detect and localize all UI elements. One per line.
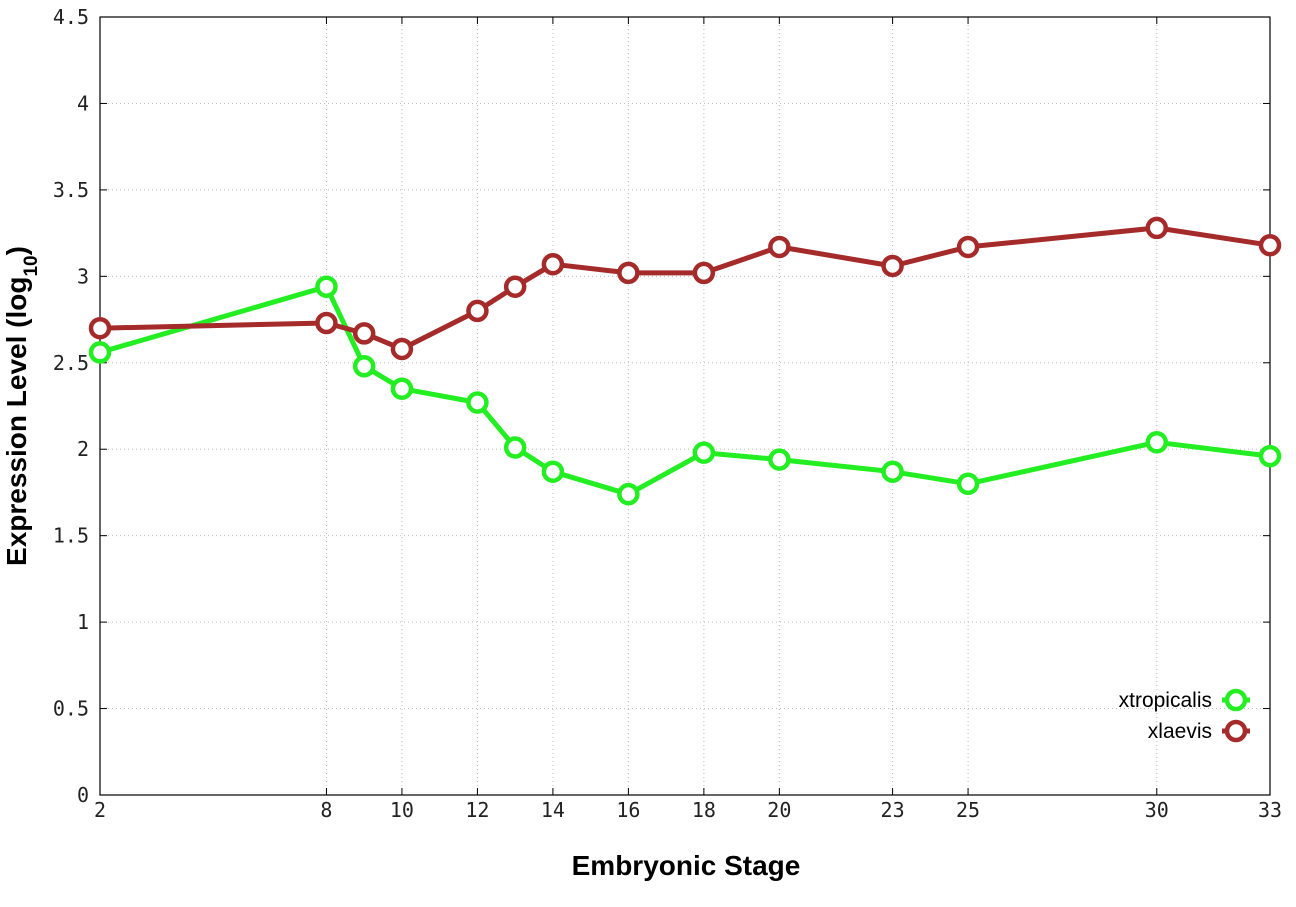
legend-item-xtropicalis: xtropicalis	[1119, 688, 1250, 712]
y-tick-label: 3.5	[53, 178, 89, 202]
legend-label: xtropicalis	[1119, 689, 1212, 712]
x-tick-label: 8	[320, 798, 332, 822]
data-point-xtropicalis	[768, 448, 791, 471]
data-point-xlaevis	[956, 235, 980, 259]
y-tick-label: 4.5	[53, 5, 89, 29]
data-point-xlaevis	[503, 275, 527, 298]
legend-swatch-marker	[1224, 719, 1248, 743]
y-tick-label: 0	[77, 783, 89, 807]
legend-item-xlaevis: xlaevis	[1148, 719, 1250, 743]
x-tick-label: 20	[767, 798, 791, 822]
axis-ticks: 2 8 10 12 14 16 18 20 23 25 30 33 0 0.5 1 1.5 2 2.5 3 3.5 4 4…	[53, 5, 1282, 822]
y-tick-label: 1	[77, 610, 89, 634]
data-point-xlaevis	[881, 254, 904, 278]
x-tick-label: 16	[616, 798, 640, 822]
y-tick-label: 2	[77, 437, 89, 461]
data-point-xtropicalis	[503, 436, 527, 459]
y-tick-label: 3	[77, 264, 89, 288]
series-xlaevis	[88, 216, 1282, 361]
data-point-xtropicalis	[692, 441, 716, 464]
data-point-xtropicalis	[315, 275, 338, 298]
data-point-xtropicalis	[88, 341, 112, 364]
y-tick-label: 1.5	[53, 524, 89, 548]
data-point-xtropicalis	[1145, 431, 1169, 454]
y-axis-title-subscript: 10	[21, 255, 42, 276]
x-tick-label: 30	[1145, 798, 1169, 822]
grid-lines	[100, 17, 1270, 795]
series-line-xlaevis	[99, 225, 1271, 352]
data-point-xtropicalis	[466, 391, 489, 414]
data-point-xtropicalis	[1258, 444, 1282, 468]
data-point-xlaevis	[1258, 233, 1282, 257]
y-tick-label: 4	[77, 91, 89, 115]
data-point-xlaevis	[390, 337, 414, 361]
x-tick-label: 33	[1258, 798, 1282, 822]
data-point-xtropicalis	[956, 472, 980, 496]
x-tick-label: 23	[881, 798, 905, 822]
data-point-xlaevis	[541, 252, 565, 276]
data-point-xtropicalis	[881, 460, 904, 483]
x-tick-label: 2	[94, 798, 106, 822]
data-point-xlaevis	[1145, 216, 1169, 240]
legend: xtropicalis xlaevis	[1119, 688, 1250, 743]
x-tick-label: 10	[390, 798, 414, 822]
data-point-xtropicalis	[390, 377, 414, 400]
y-axis-title: Expression Level (log10)	[1, 246, 42, 566]
data-point-xlaevis	[315, 311, 338, 335]
x-tick-label: 25	[956, 798, 980, 822]
x-tick-label: 14	[541, 798, 565, 822]
x-axis-title: Embryonic Stage	[572, 850, 801, 881]
data-point-xlaevis	[352, 322, 376, 345]
data-point-xlaevis	[466, 299, 489, 323]
series-lines	[88, 216, 1282, 506]
y-axis-title-close: )	[1, 246, 32, 255]
data-point-xtropicalis	[541, 460, 565, 483]
plot-frame	[99, 16, 1271, 796]
data-point-xtropicalis	[352, 354, 376, 378]
data-point-xlaevis	[617, 261, 640, 285]
legend-label: xlaevis	[1148, 720, 1212, 743]
series-line-xtropicalis	[99, 284, 1271, 497]
data-point-xtropicalis	[617, 482, 640, 506]
x-tick-label: 18	[692, 798, 716, 822]
data-point-xlaevis	[692, 261, 716, 285]
x-tick-label: 12	[465, 798, 489, 822]
legend-swatch-marker	[1224, 688, 1248, 712]
y-axis-title-main: Expression Level (log	[1, 277, 32, 566]
data-point-xlaevis	[768, 235, 791, 259]
data-point-xlaevis	[88, 316, 112, 340]
series-xtropicalis	[88, 275, 1282, 506]
y-tick-label: 2.5	[53, 351, 89, 375]
y-tick-label: 0.5	[53, 697, 89, 721]
